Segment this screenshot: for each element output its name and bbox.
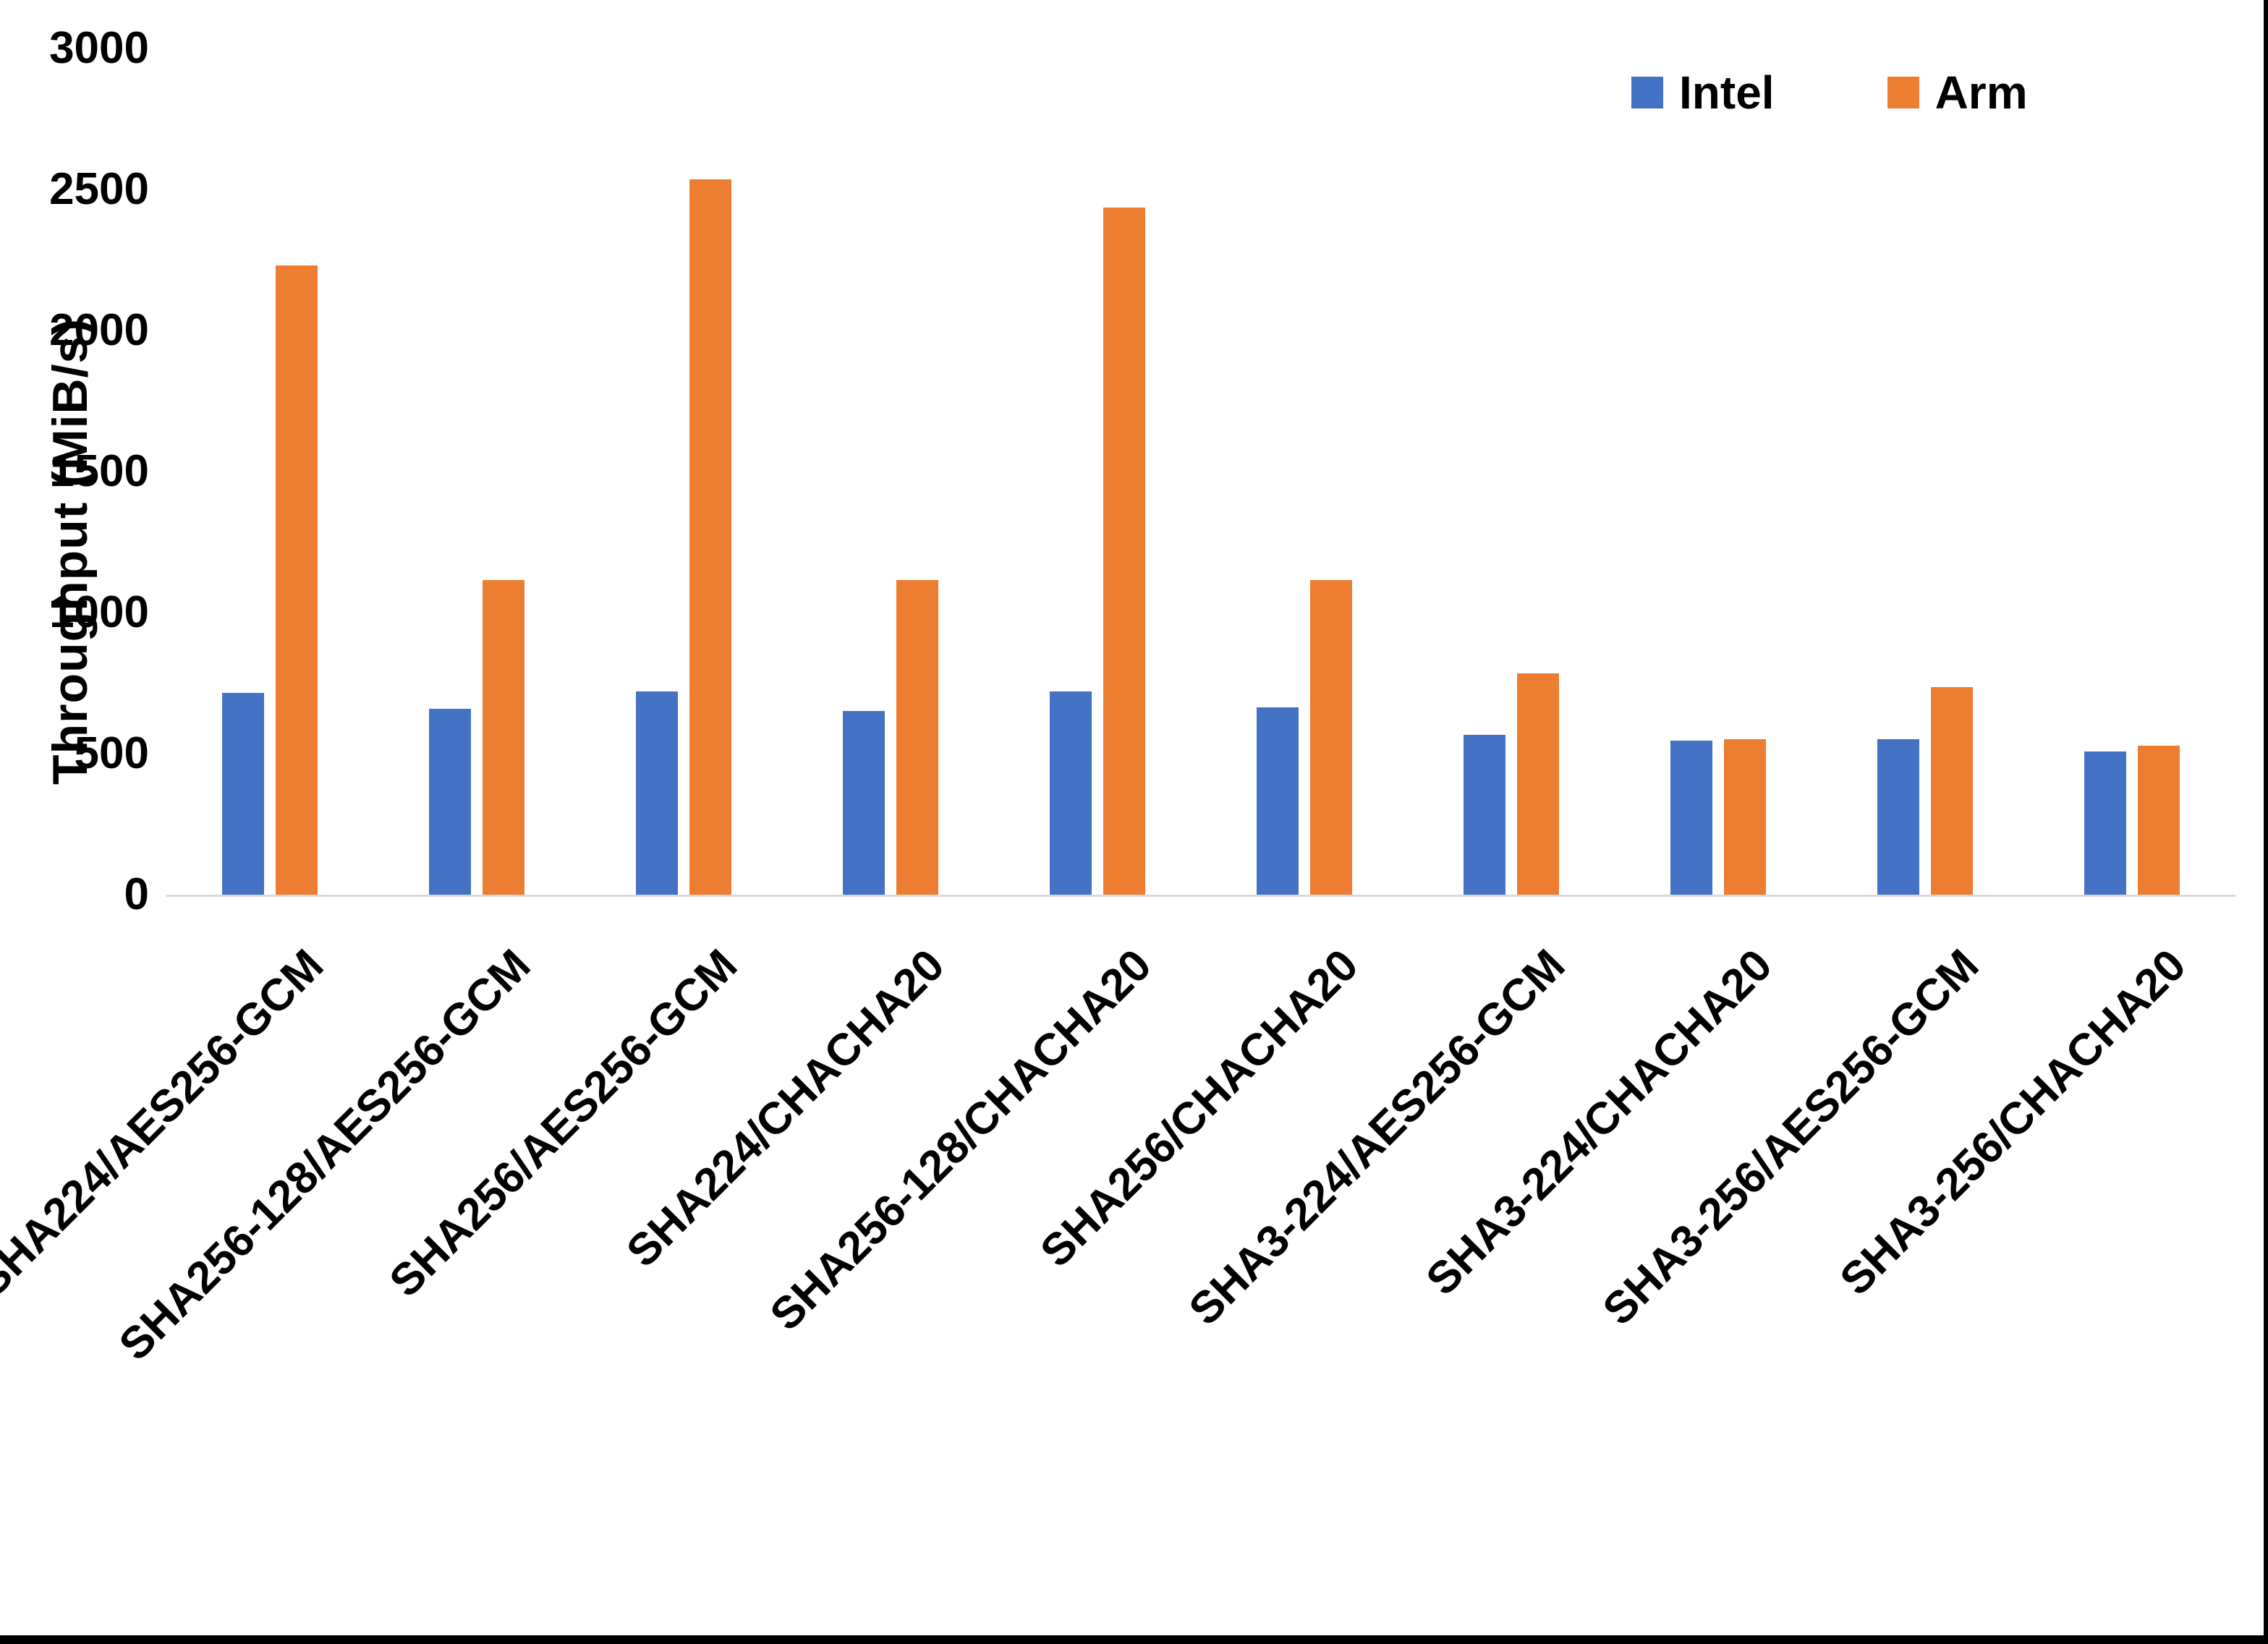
bar-group bbox=[373, 48, 580, 895]
arm-bar bbox=[1310, 580, 1352, 895]
intel-legend-swatch-icon bbox=[1631, 77, 1663, 108]
intel-bar bbox=[1670, 741, 1712, 895]
bar-group bbox=[166, 48, 373, 895]
intel-bar bbox=[2084, 751, 2126, 895]
intel-bar bbox=[429, 709, 471, 895]
bar-group bbox=[1822, 48, 2029, 895]
bar-group bbox=[994, 48, 1201, 895]
y-tick-label: 3000 bbox=[49, 23, 149, 73]
x-category-label: SHA256-128/CHACHA20 bbox=[760, 940, 1161, 1340]
y-tick-label: 2000 bbox=[49, 305, 149, 355]
intel-bar bbox=[1464, 735, 1505, 895]
y-tick-label: 500 bbox=[74, 728, 149, 778]
y-tick-label: 1500 bbox=[49, 446, 149, 496]
legend-item-arm: Arm bbox=[1887, 69, 2028, 116]
legend-label: Arm bbox=[1934, 67, 2028, 119]
y-axis-title-text: Throughput (MiB/s) bbox=[43, 318, 98, 785]
legend-item-intel: Intel bbox=[1631, 69, 1775, 116]
arm-bar bbox=[1103, 208, 1145, 895]
x-category-label: SHA256/AES256-GCM bbox=[380, 940, 747, 1307]
arm-bar bbox=[2138, 746, 2180, 895]
intel-bar bbox=[1050, 691, 1092, 895]
bar-group bbox=[1201, 48, 1408, 895]
arm-legend-swatch-icon bbox=[1887, 77, 1919, 108]
intel-bar bbox=[636, 691, 678, 895]
x-category-label: SHA3-224/AES256-GCM bbox=[1179, 940, 1575, 1335]
x-category-label: SHA256-128/AES256-GCM bbox=[109, 940, 540, 1371]
arm-bar bbox=[1931, 687, 1973, 895]
legend: Intel Arm bbox=[1631, 69, 2115, 116]
arm-bar bbox=[276, 265, 318, 895]
x-category-label: SHA3-224/CHACHA20 bbox=[1417, 940, 1782, 1306]
y-tick-label: 0 bbox=[124, 869, 149, 919]
bar-groups bbox=[166, 48, 2235, 895]
arm-bar bbox=[896, 580, 938, 895]
intel-bar bbox=[1257, 707, 1299, 895]
arm-bar bbox=[689, 179, 731, 895]
bar-group bbox=[580, 48, 787, 895]
x-axis-line bbox=[166, 895, 2235, 897]
bar-group bbox=[1615, 48, 1822, 895]
plot-area bbox=[166, 48, 2235, 895]
arm-bar bbox=[1517, 673, 1559, 895]
bar-group bbox=[1408, 48, 1615, 895]
intel-bar bbox=[843, 711, 885, 895]
intel-bar bbox=[222, 693, 264, 895]
bar-group bbox=[787, 48, 994, 895]
x-category-label: SHA3-256/AES256-GCM bbox=[1593, 940, 1989, 1335]
y-tick-label: 1000 bbox=[49, 587, 149, 637]
arm-bar bbox=[1724, 739, 1766, 895]
legend-label: Intel bbox=[1679, 67, 1775, 119]
arm-bar bbox=[483, 580, 524, 895]
figure-border-bottom bbox=[0, 1635, 2268, 1644]
figure-border-right bbox=[2264, 0, 2268, 1644]
y-tick-label: 2500 bbox=[49, 164, 149, 214]
bar-group bbox=[2029, 48, 2235, 895]
intel-bar bbox=[1877, 739, 1919, 895]
x-category-label: SHA224/AES256-GCM bbox=[0, 940, 334, 1307]
x-category-label: SHA3-256/CHACHA20 bbox=[1830, 940, 2196, 1306]
